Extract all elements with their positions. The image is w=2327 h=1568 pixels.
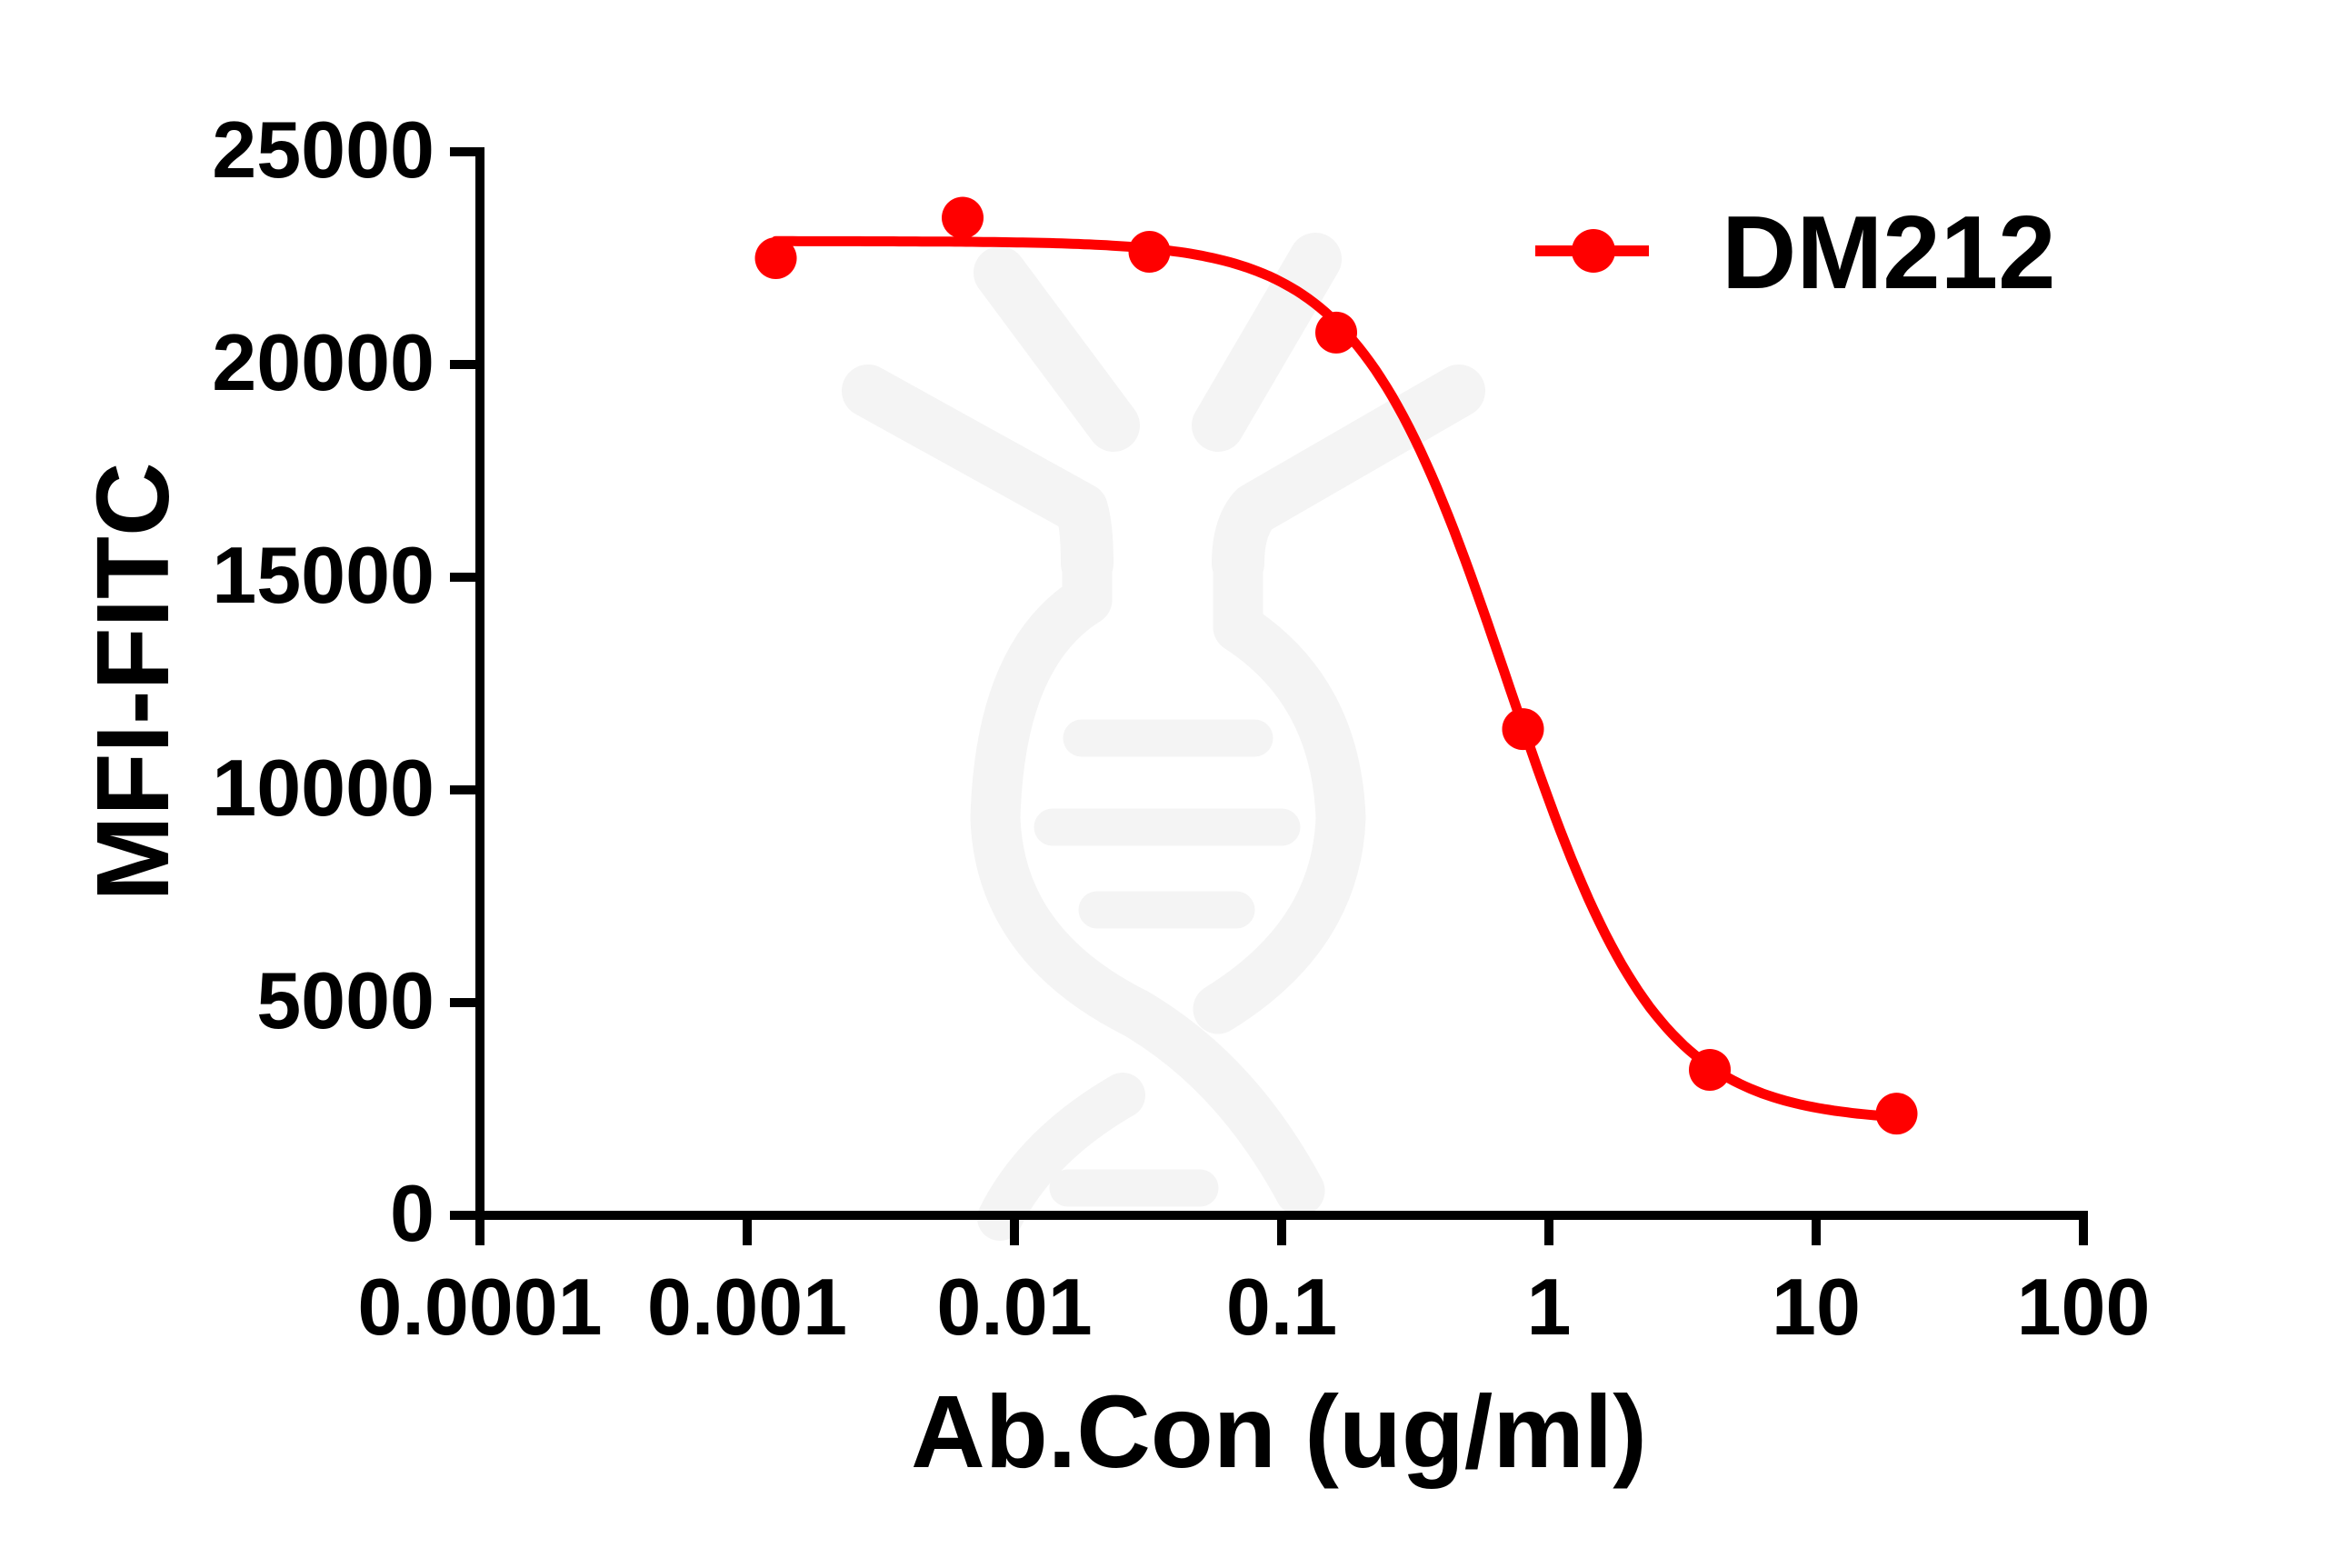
- data-point[interactable]: [1315, 311, 1358, 354]
- data-point[interactable]: [1875, 1093, 1918, 1135]
- y-tick-label: 5000: [256, 955, 434, 1045]
- y-tick-label: 20000: [212, 317, 434, 407]
- x-tick-label: 0.1: [1226, 1262, 1337, 1352]
- x-tick-label: 0.001: [647, 1262, 847, 1352]
- data-point[interactable]: [754, 237, 797, 279]
- x-axis-ticks: 0.0001 0.001 0.01 0.1 1 10 100: [357, 1215, 2150, 1352]
- data-point[interactable]: [1689, 1048, 1732, 1091]
- y-tick-label: 15000: [212, 530, 434, 620]
- y-tick-label: 25000: [212, 105, 434, 195]
- data-point[interactable]: [942, 196, 984, 239]
- legend-marker-icon: [1572, 229, 1615, 273]
- y-tick-label: 0: [390, 1168, 434, 1258]
- x-tick-label: 100: [2017, 1262, 2151, 1352]
- legend[interactable]: DM212: [1535, 195, 2056, 311]
- y-tick-label: 10000: [212, 743, 434, 833]
- data-point[interactable]: [1502, 708, 1544, 751]
- x-tick-label: 0.01: [936, 1262, 1092, 1352]
- fit-curve-line: [771, 235, 1902, 1123]
- data-point-markers: [754, 196, 1918, 1135]
- x-tick-label: 1: [1527, 1262, 1572, 1352]
- y-axis-title: MFI-FITC: [75, 462, 190, 901]
- data-point[interactable]: [1128, 230, 1171, 273]
- x-tick-label: 0.0001: [357, 1262, 602, 1352]
- y-axis-ticks: 0 5000 10000 15000 20000 25000: [212, 105, 480, 1258]
- dna-antibody-logo-icon: [842, 233, 1485, 1241]
- x-tick-label: 10: [1772, 1262, 1861, 1352]
- x-axis-title: Ab.Con (ug/ml): [911, 1374, 1647, 1489]
- series-dm212: [754, 196, 1918, 1135]
- legend-label: DM212: [1722, 195, 2056, 311]
